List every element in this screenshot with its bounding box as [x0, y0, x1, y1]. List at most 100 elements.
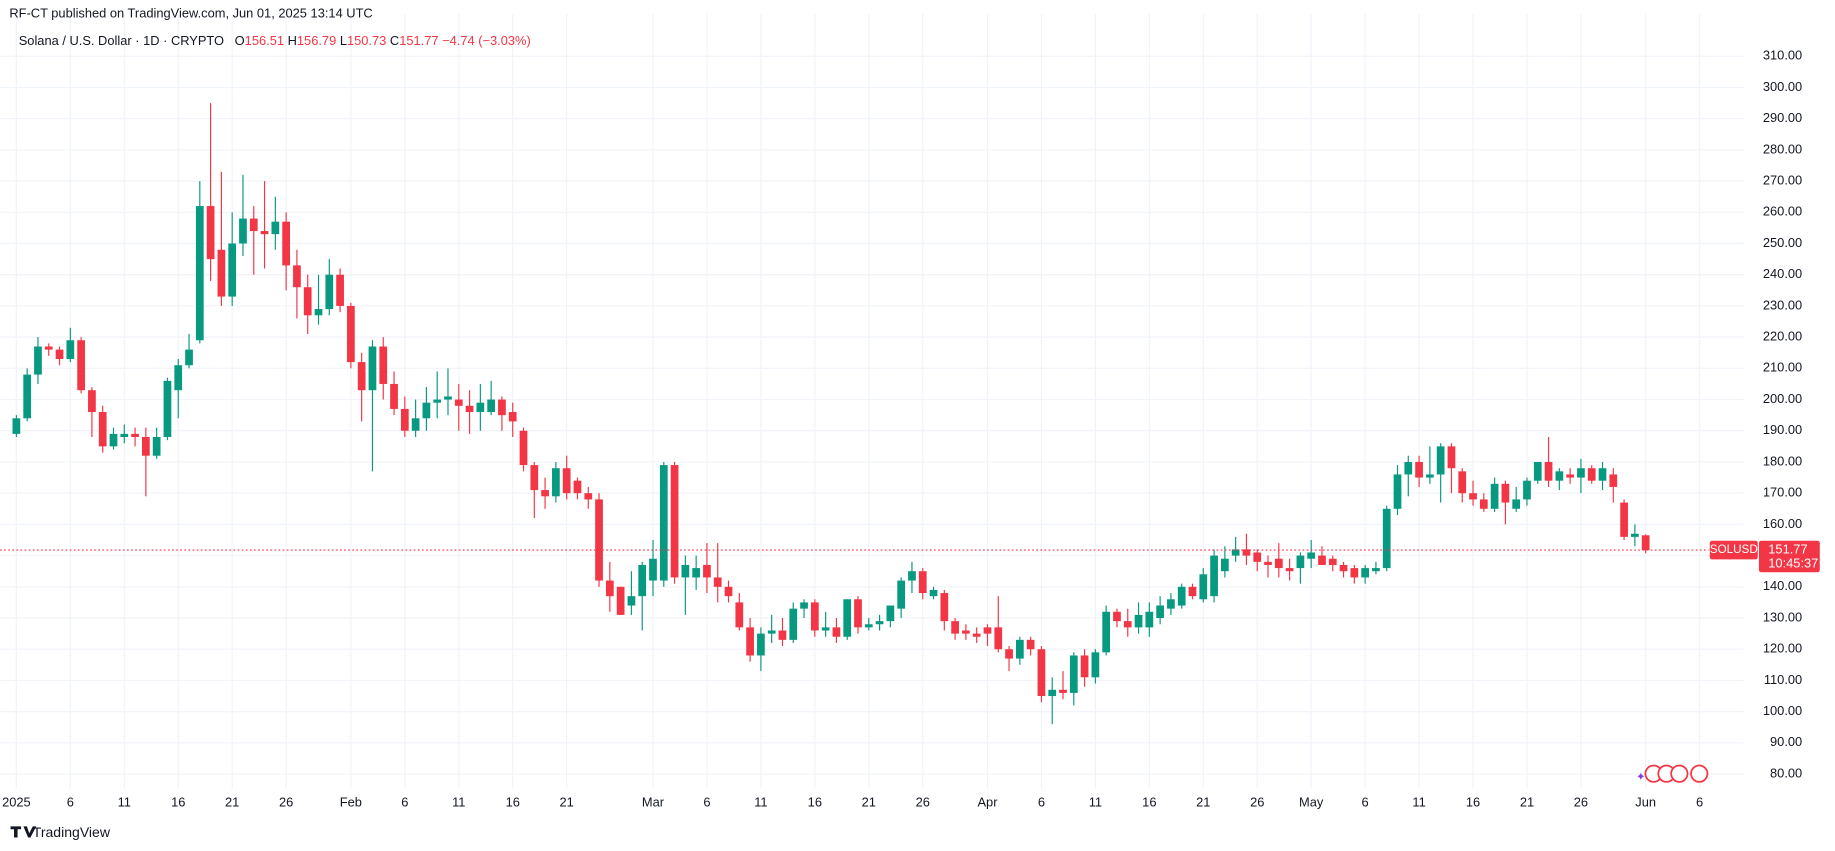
candle-body — [1479, 499, 1488, 509]
countdown: 10:45:37 — [1768, 556, 1818, 571]
candle-body — [314, 309, 323, 316]
candle-body — [908, 571, 916, 581]
candle-body — [336, 274, 344, 306]
candle-body — [142, 437, 150, 456]
y-tick-label: 220.00 — [1763, 329, 1802, 344]
y-tick-label: 90.00 — [1770, 734, 1802, 749]
candle-body — [605, 580, 614, 597]
y-tick-label: 160.00 — [1763, 516, 1802, 531]
y-tick-label: 230.00 — [1763, 297, 1802, 312]
candle-body — [1555, 471, 1564, 481]
x-tick-label: 16 — [506, 794, 520, 809]
candle-body — [843, 599, 852, 637]
candle-body — [789, 608, 798, 640]
candle-body — [1221, 558, 1229, 572]
labels: 80.00 90.00 100.00 110.00 120.00 130.00 140.00… — [2, 48, 1820, 809]
candle-body — [174, 365, 183, 391]
candle-body — [109, 433, 118, 447]
candle-body — [735, 602, 744, 628]
candle-body — [498, 399, 506, 416]
candle-body — [1102, 611, 1111, 653]
x-tick-label: 16 — [1466, 794, 1480, 809]
candle-body — [1145, 611, 1154, 628]
candle-body — [627, 596, 636, 606]
candle-body — [573, 480, 582, 494]
candle-body — [390, 383, 398, 409]
x-tick-label: 21 — [1196, 794, 1210, 809]
candle-body — [519, 430, 528, 466]
candle-body — [152, 437, 161, 456]
candle-body — [940, 593, 949, 622]
x-tick-label: 26 — [279, 794, 293, 809]
candle-body — [864, 624, 873, 628]
y-tick-label: 100.00 — [1763, 703, 1802, 718]
y-tick-label: 270.00 — [1763, 173, 1802, 188]
candle-body — [1587, 468, 1596, 481]
c-label: C — [390, 34, 399, 49]
o-label: O — [235, 34, 245, 49]
x-tick-label: 6 — [1038, 794, 1045, 809]
caption: RF-CT published on TradingView.com, Jun … — [9, 6, 372, 21]
candle-body — [260, 231, 269, 235]
candle-body — [55, 349, 64, 359]
candle-body — [1080, 655, 1089, 678]
grid — [0, 14, 1744, 789]
candle-body — [994, 627, 1003, 650]
candle-body — [1059, 689, 1067, 693]
candle-body — [1512, 499, 1521, 509]
candle-body — [357, 362, 366, 391]
x-tick-label: 21 — [560, 794, 574, 809]
candle-body — [692, 568, 701, 578]
y-tick-label: 240.00 — [1763, 266, 1802, 281]
candle-body — [1469, 493, 1477, 500]
candle-body — [638, 564, 647, 597]
event-icons: ✦ — [1636, 764, 1709, 783]
last-price: 151.77 — [1768, 541, 1807, 556]
y-tick-label: 200.00 — [1763, 391, 1802, 406]
candle-body — [854, 599, 862, 628]
y-tick-label: 190.00 — [1763, 422, 1802, 437]
candle-body — [1523, 480, 1531, 500]
candle-body — [929, 589, 938, 597]
candle-body — [703, 564, 711, 578]
candle-body — [239, 218, 247, 244]
candles — [0, 103, 1709, 725]
y-tick-label: 300.00 — [1763, 79, 1802, 94]
candle-body — [282, 221, 290, 266]
candle-body — [972, 633, 981, 637]
candle-body — [476, 402, 485, 413]
candle-body — [1393, 474, 1402, 509]
candle-body — [616, 586, 625, 615]
y-tick-label: 170.00 — [1763, 485, 1802, 500]
candle-body — [66, 340, 75, 359]
candle-body — [228, 243, 237, 297]
x-tick-label: 2025 — [2, 794, 31, 809]
y-tick-label: 140.00 — [1763, 578, 1802, 593]
x-tick-label: 6 — [703, 794, 710, 809]
candle-body — [1026, 639, 1035, 650]
candle-body — [1415, 461, 1423, 478]
candle-body — [34, 346, 42, 375]
candle-body — [487, 399, 496, 413]
candle-body — [1242, 549, 1251, 556]
candle-body — [1231, 549, 1240, 556]
candle-body — [1134, 614, 1143, 628]
candle-body — [983, 627, 992, 634]
x-tick-label: 11 — [1412, 794, 1425, 809]
candle-body — [444, 396, 452, 400]
candle-body — [681, 564, 690, 578]
candle-body — [1188, 586, 1197, 597]
candle-body — [1490, 483, 1499, 509]
candle-body — [88, 390, 96, 413]
candle-body — [1264, 561, 1272, 565]
candle-body — [347, 305, 355, 363]
candle-body — [1123, 621, 1132, 628]
candle-body — [1350, 568, 1359, 578]
candle-body — [1285, 568, 1294, 572]
candle-body — [1598, 468, 1607, 481]
y-tick-label: 260.00 — [1763, 204, 1802, 219]
brand: TradingView — [33, 824, 111, 840]
candle-body — [746, 627, 754, 656]
candle-body — [1199, 574, 1208, 600]
